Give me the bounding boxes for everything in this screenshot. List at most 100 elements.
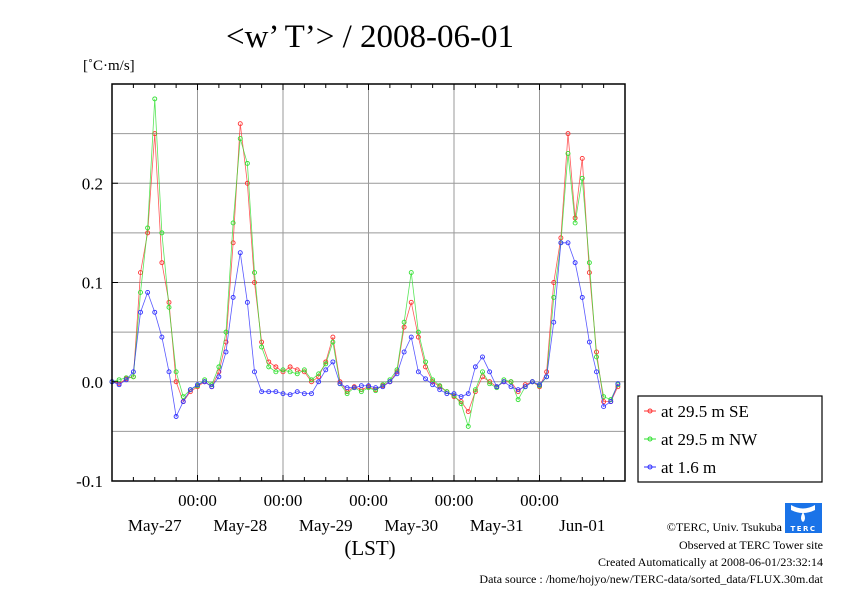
y-tick-label: 0.0 (82, 373, 103, 392)
data-point (351, 385, 357, 391)
footer-copyright: ©TERC, Univ. Tsukuba (667, 520, 783, 534)
data-point (273, 389, 279, 395)
data-point (145, 289, 151, 295)
data-point (266, 389, 272, 395)
data-point (216, 364, 222, 370)
data-point (401, 324, 407, 330)
y-tick-label: 0.2 (82, 174, 103, 193)
data-point (366, 383, 371, 389)
data-point (344, 391, 350, 397)
data-point (309, 391, 314, 397)
data-point (152, 96, 158, 102)
data-point (130, 374, 136, 380)
data-point (130, 369, 136, 375)
data-point (586, 260, 592, 266)
data-point (501, 379, 507, 385)
data-point (230, 220, 236, 226)
terc-logo: TERC (785, 503, 822, 533)
data-point (252, 369, 257, 375)
series-2 (109, 240, 621, 419)
data-point (145, 225, 151, 231)
y-tick-label: -0.1 (76, 472, 103, 491)
legend-marker (647, 408, 653, 414)
data-point (316, 371, 322, 377)
x-time-label: 00:00 (349, 491, 388, 510)
x-time-label: 00:00 (264, 491, 303, 510)
data-point (287, 392, 293, 398)
y-axis-unit: [˚C·m/s] (83, 58, 135, 74)
data-point (287, 369, 293, 375)
data-point (401, 349, 407, 355)
y-tick-label: 0.1 (82, 274, 103, 293)
data-point (537, 382, 542, 388)
data-point (465, 391, 471, 397)
data-point (323, 367, 329, 373)
data-point (415, 334, 421, 340)
data-point (437, 387, 443, 393)
y-tick-labels: 0.2 0.1 0.0 -0.1 (76, 174, 118, 491)
data-point (394, 371, 400, 377)
data-point (323, 361, 329, 367)
legend-marker (647, 436, 653, 442)
x-date-label: May-30 (384, 516, 438, 535)
x-date-label: May-31 (470, 516, 524, 535)
data-point (138, 309, 143, 315)
data-point (209, 384, 215, 390)
data-point (408, 299, 414, 305)
data-point (244, 299, 250, 305)
legend: at 29.5 m SE at 29.5 m NW at 1.6 m (637, 395, 823, 483)
data-point (401, 319, 407, 325)
data-point (316, 379, 322, 385)
data-point (594, 354, 599, 360)
data-point (458, 401, 464, 407)
data-point (287, 364, 293, 370)
data-point (487, 381, 493, 387)
data-point (173, 369, 179, 375)
data-point (415, 329, 421, 335)
data-point (373, 388, 379, 394)
data-point (458, 394, 464, 400)
data-point (180, 394, 186, 400)
data-point (173, 379, 179, 385)
data-point (565, 151, 571, 156)
data-point (615, 381, 621, 387)
legend-marker (647, 464, 653, 470)
data-point (380, 384, 386, 390)
data-point (237, 250, 243, 256)
data-point (216, 374, 222, 380)
data-point (529, 379, 535, 385)
grid (112, 84, 625, 481)
data-point (180, 399, 186, 405)
data-point (273, 364, 279, 370)
x-date-label: May-27 (128, 516, 182, 535)
data-point (259, 389, 265, 395)
x-time-label: 00:00 (178, 491, 217, 510)
data-point (423, 376, 428, 382)
chart-title: <w’ T’> / 2008-06-01 (226, 19, 514, 55)
data-point (565, 240, 571, 246)
footer-observed: Observed at TERC Tower site (679, 538, 823, 552)
data-point (480, 354, 485, 360)
data-point (138, 289, 143, 295)
data-point (266, 364, 272, 370)
x-time-label: 00:00 (520, 491, 559, 510)
x-axis-label: (LST) (344, 536, 395, 560)
data-point (244, 180, 250, 186)
data-point (195, 382, 200, 388)
series-line (111, 98, 619, 427)
data-point (123, 377, 129, 383)
data-point (173, 414, 179, 419)
x-date-label: May-29 (299, 516, 353, 535)
data-point (472, 387, 478, 393)
data-point (522, 384, 528, 390)
x-date-label: Jun-01 (559, 516, 605, 535)
legend-label: at 29.5 m NW (661, 430, 758, 449)
data-point (237, 136, 243, 142)
series-layer (109, 96, 621, 429)
data-point (408, 334, 414, 340)
data-point (465, 409, 471, 414)
data-point (330, 359, 336, 365)
data-point (344, 385, 350, 391)
footer-source: Data source : /home/hojyo/new/TERC-data/… (479, 572, 823, 586)
